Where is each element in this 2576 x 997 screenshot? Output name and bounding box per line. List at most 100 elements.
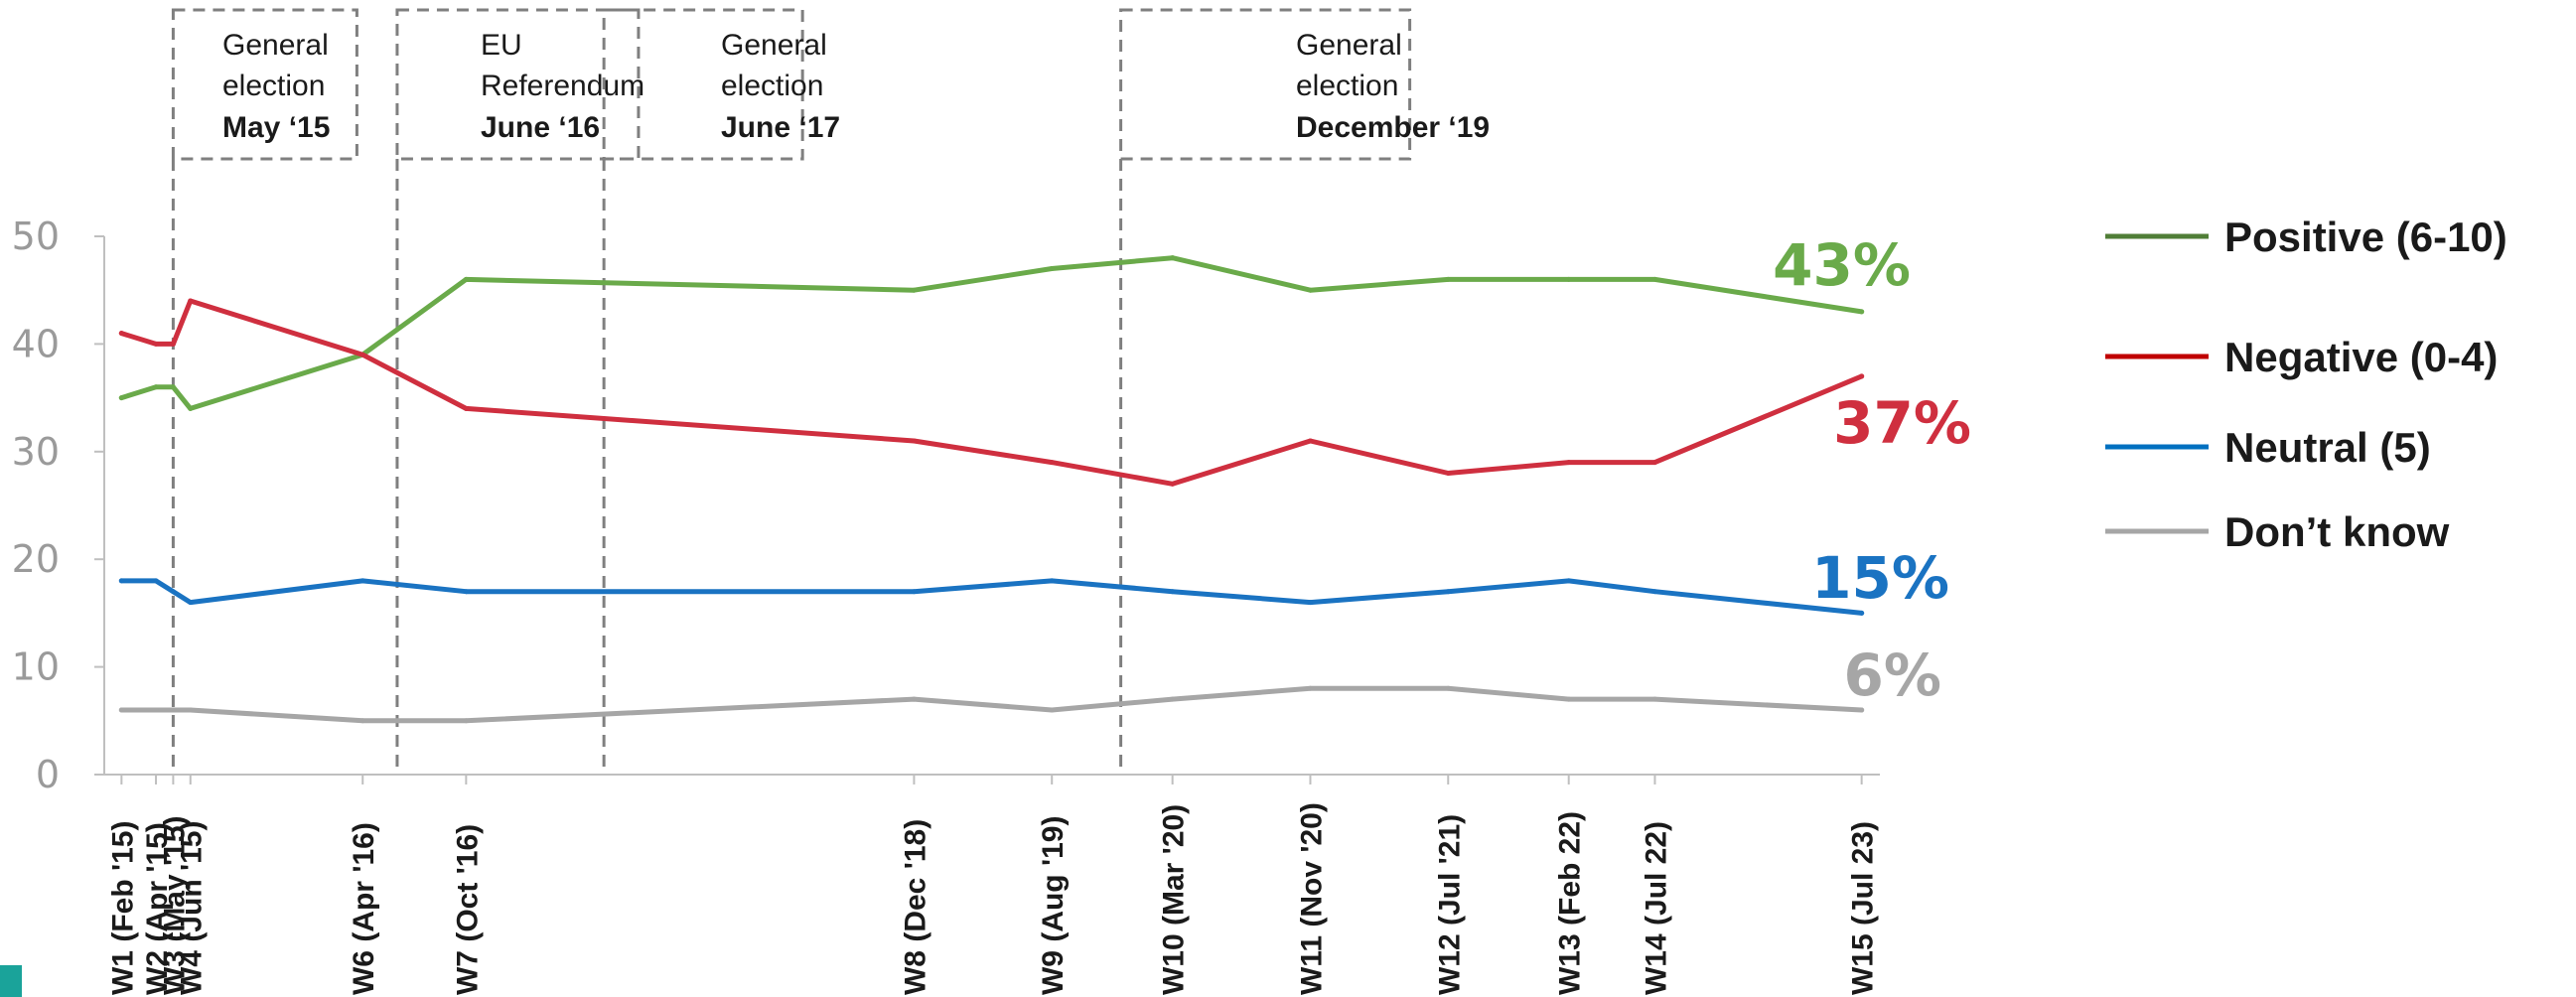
series-end-label: 6% [1844, 641, 1941, 709]
series-point [1859, 373, 1865, 379]
series-point [1859, 309, 1865, 315]
x-tick-label: W15 (Jul 23) [1847, 821, 1880, 995]
event-label-date: December ‘19 [1296, 111, 1490, 144]
series-point [911, 287, 917, 293]
series-point [1445, 470, 1451, 476]
series-point [1566, 460, 1572, 466]
event-label-date: June ‘16 [481, 111, 600, 144]
event-label-line1: EU [481, 29, 522, 62]
series-point [1307, 287, 1313, 293]
series-end-label: 15% [1811, 544, 1949, 612]
series-point [170, 589, 176, 595]
series-point [118, 707, 124, 713]
series-point [153, 707, 159, 713]
series-point [463, 718, 469, 724]
series-point [118, 331, 124, 337]
series-point [1307, 685, 1313, 691]
series-point [1170, 481, 1176, 487]
x-tick-label: W6 (Apr '16) [348, 822, 380, 995]
x-tick-label: W2 (Apr '15) [141, 822, 174, 995]
x-tick-label: W12 (Jul '21) [1433, 814, 1466, 995]
series-point [359, 352, 365, 357]
event-label-line2: election [222, 70, 325, 102]
series-point [1445, 589, 1451, 595]
series-point [188, 707, 194, 713]
series-point [463, 276, 469, 282]
series-point [1049, 707, 1055, 713]
series-point [1170, 589, 1176, 595]
event-label-date: May ‘15 [222, 111, 330, 144]
y-tick-label: 50 [12, 214, 60, 258]
series-point [359, 578, 365, 584]
y-tick-label: 20 [12, 537, 60, 581]
legend-label: Positive (6-10) [2224, 214, 2507, 260]
series-point [1445, 276, 1451, 282]
event-label-line1: General [222, 29, 329, 62]
series-point [1049, 578, 1055, 584]
series-point [1170, 255, 1176, 261]
series-point [1049, 266, 1055, 272]
event-label-line2: election [721, 70, 823, 102]
x-tick-label: W4 (Jun '15) [176, 821, 209, 996]
series-point [188, 405, 194, 411]
series-line [118, 298, 1865, 487]
x-tick-label: W1 (Feb '15) [106, 821, 139, 996]
series-end-label: 43% [1773, 231, 1911, 299]
event-box [171, 8, 358, 161]
legend-label: Negative (0-4) [2224, 334, 2498, 380]
series-point [153, 341, 159, 347]
event-label-date: June ‘17 [721, 111, 840, 144]
series-point [118, 395, 124, 401]
x-tick-label: W13 (Feb 22) [1554, 811, 1587, 995]
x-tick-label: W11 (Nov '20) [1295, 802, 1328, 995]
series-point [1651, 696, 1657, 702]
x-tick-label: W10 (Mar '20) [1158, 804, 1191, 995]
series-point [463, 405, 469, 411]
series-point [153, 578, 159, 584]
series-point [170, 341, 176, 347]
series-point [1859, 610, 1865, 616]
series-point [170, 707, 176, 713]
legend-label: Don’t know [2224, 508, 2450, 555]
series-point [188, 600, 194, 606]
series-point [911, 696, 917, 702]
series-point [1445, 685, 1451, 691]
series-line [118, 685, 1865, 724]
y-tick-label: 0 [36, 753, 60, 796]
series-point [188, 298, 194, 304]
x-tick-label: W14 (Jul 22) [1640, 821, 1672, 995]
series-line [118, 255, 1865, 411]
series-point [1307, 438, 1313, 444]
y-tick-label: 30 [12, 430, 60, 474]
corner-logo-mark [0, 965, 22, 997]
series-end-label: 37% [1833, 389, 1971, 457]
legend-label: Neutral (5) [2224, 424, 2431, 471]
x-tick-label: W7 (Oct '16) [451, 824, 484, 995]
series-point [359, 718, 365, 724]
event-label-line1: General [1296, 29, 1402, 62]
event-box [602, 8, 804, 161]
series-point [1651, 460, 1657, 466]
series-point [463, 589, 469, 595]
series-point [118, 578, 124, 584]
series-point [153, 384, 159, 390]
event-label-line2: election [1296, 70, 1398, 102]
series-point [911, 589, 917, 595]
event-box [395, 8, 641, 161]
y-tick-label: 40 [12, 322, 60, 365]
series-point [1307, 600, 1313, 606]
series-point [911, 438, 917, 444]
event-box [1119, 8, 1412, 161]
y-tick-label: 10 [12, 645, 60, 689]
series-point [1566, 578, 1572, 584]
x-tick-label: W9 (Aug '19) [1037, 816, 1070, 995]
series-line [118, 578, 1865, 616]
event-label-line2: Referendum [481, 70, 644, 102]
x-tick-label: W3 (May '15) [158, 815, 191, 995]
series-point [170, 384, 176, 390]
series-point [1170, 696, 1176, 702]
series-point [1049, 460, 1055, 466]
series-point [1566, 276, 1572, 282]
series-point [1859, 707, 1865, 713]
